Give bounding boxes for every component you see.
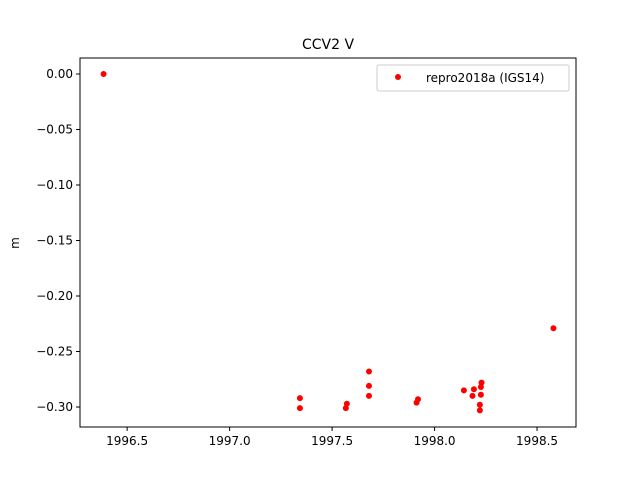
legend-label: repro2018a (IGS14): [426, 71, 544, 85]
data-point: [342, 405, 349, 412]
y-tick-label: 0.00: [46, 67, 73, 81]
data-point: [100, 70, 107, 77]
data-point: [460, 387, 467, 394]
y-tick-label: −0.15: [36, 234, 73, 248]
x-tick-label: 1997.0: [209, 434, 251, 448]
legend-marker: [395, 74, 401, 80]
y-tick-label: −0.05: [36, 122, 73, 136]
y-tick-label: −0.30: [36, 400, 73, 414]
legend: repro2018a (IGS14): [376, 64, 570, 92]
y-axis-label: m: [8, 237, 22, 249]
data-point: [365, 368, 372, 375]
x-tick-label: 1998.0: [414, 434, 456, 448]
chart-title: CCV2 V: [302, 37, 354, 53]
data-point: [365, 382, 372, 389]
y-tick-label: −0.25: [36, 345, 73, 359]
data-point: [469, 392, 476, 399]
data-point: [476, 407, 483, 414]
x-tick-label: 1996.5: [106, 434, 148, 448]
legend-box: [376, 64, 570, 92]
x-tick-label: 1997.5: [311, 434, 353, 448]
data-point: [477, 391, 484, 398]
data-point: [296, 405, 303, 412]
y-tick-label: −0.20: [36, 289, 73, 303]
data-point: [413, 399, 420, 406]
data-point: [477, 384, 484, 391]
data-point: [296, 395, 303, 402]
y-tick-label: −0.10: [36, 178, 73, 192]
plot-frame: [79, 57, 577, 428]
data-point: [550, 325, 557, 332]
data-point: [470, 386, 477, 393]
data-point: [478, 379, 485, 386]
x-tick-label: 1998.5: [516, 434, 558, 448]
data-point: [476, 401, 483, 408]
data-point: [365, 392, 372, 399]
